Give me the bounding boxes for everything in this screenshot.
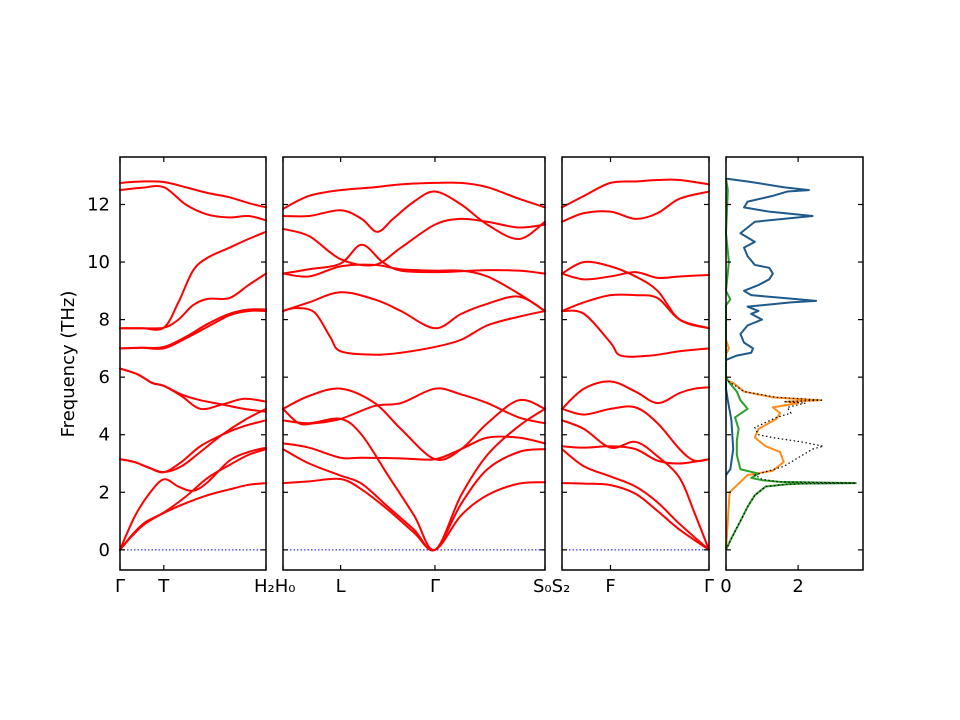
band-panel-1: 0 2 4 6 8 10 12 Γ T H₂H₀ [87, 156, 296, 597]
y-tick-label: 2 [99, 482, 110, 503]
y-tick-label: 4 [99, 425, 110, 446]
phonon-band-12 [282, 190, 546, 241]
x-tick-label: Γ [704, 576, 714, 597]
dos-curve-total [725, 379, 856, 551]
phonon-band-11 [282, 217, 546, 267]
phonon-band-5 [119, 407, 267, 474]
phonon-band-3 [119, 446, 267, 551]
phonon-band-2 [119, 448, 267, 551]
dos-curve-orange [725, 339, 821, 550]
phonon-band-1 [561, 482, 710, 551]
phonon-band-10 [119, 272, 267, 330]
phonon-band-9 [119, 309, 267, 350]
phonon-band-5 [561, 405, 710, 463]
y-tick-label: 10 [87, 252, 110, 273]
phonon-band-7 [282, 307, 546, 356]
dos-x-tick-label: 0 [720, 576, 731, 597]
x-tick-label: F [605, 576, 615, 597]
dos-curve-blue [725, 177, 818, 476]
phonon-band-12 [561, 178, 710, 209]
panel-frame [282, 156, 546, 571]
x-tick-label: L [336, 576, 346, 597]
dos-frame [725, 156, 864, 571]
phonon-band-12 [119, 185, 267, 222]
phonon-band-9 [282, 263, 546, 312]
panel-frame [561, 156, 710, 571]
phonon-band-13 [119, 180, 267, 209]
phonon-band-8 [282, 291, 546, 330]
phonon-band-4 [561, 419, 710, 551]
phonon-band-1 [119, 482, 267, 551]
phonon-band-2 [561, 448, 710, 551]
phonon-band-10 [282, 243, 546, 275]
x-tick-label: H₂H₀ [254, 576, 296, 597]
dos-x-tick-label: 2 [792, 576, 803, 597]
phonon-band-3 [282, 435, 546, 461]
y-tick-label: 12 [87, 194, 110, 215]
phonon-band-6 [282, 387, 546, 461]
phonon-band-13 [282, 181, 546, 210]
x-tick-label: Γ [115, 576, 125, 597]
phonon-band-7 [561, 309, 710, 358]
y-tick-label: 8 [99, 310, 110, 331]
phonon-band-11 [561, 190, 710, 223]
y-axis-label: Frequency (THz) [58, 291, 79, 438]
phonon-band-2 [282, 448, 546, 552]
x-tick-label: Γ [430, 576, 440, 597]
x-tick-label: S₀S₂ [533, 576, 570, 597]
y-tick-label: 6 [99, 367, 110, 388]
phonon-band-7 [119, 367, 267, 411]
dos-curve-green [725, 178, 857, 551]
phonon-band-6 [561, 380, 710, 410]
panel-frame [119, 156, 267, 571]
phonon-band-4 [282, 407, 546, 551]
phonon-band-3 [561, 445, 710, 465]
phonon-band-10 [561, 260, 710, 330]
phonon-band-9 [561, 271, 710, 281]
y-tick-label: 0 [99, 540, 110, 561]
x-tick-label: T [157, 576, 170, 597]
band-panel-2: L Γ S₀S₂ [282, 156, 570, 597]
phonon-band-11 [119, 230, 267, 331]
phonon-band-1 [282, 477, 546, 552]
phonon-band-5 [282, 387, 546, 426]
